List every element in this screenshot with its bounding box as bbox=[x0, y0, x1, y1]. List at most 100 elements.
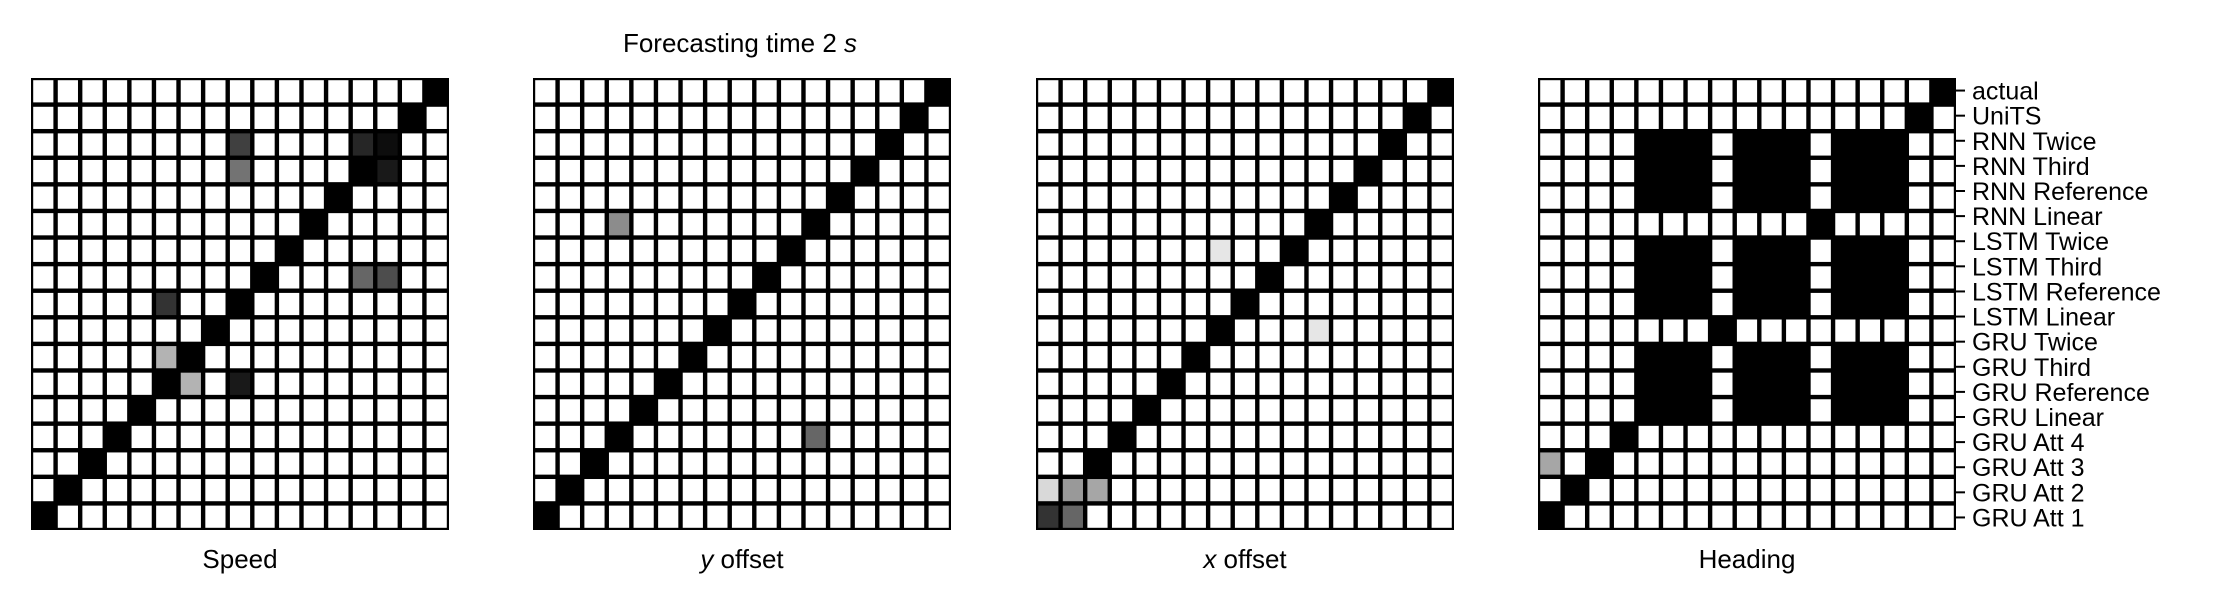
heatmap-cell bbox=[1234, 106, 1256, 129]
heatmap-cell bbox=[1933, 106, 1954, 129]
heatmap-cell bbox=[328, 239, 349, 262]
heatmap-cell bbox=[830, 425, 851, 449]
heatmap-cell bbox=[205, 80, 226, 103]
heatmap-cell bbox=[279, 399, 300, 422]
heatmap-cell bbox=[1308, 239, 1329, 262]
heatmap-cell bbox=[57, 505, 78, 528]
heatmap-cell bbox=[402, 346, 423, 369]
heatmap-cell bbox=[1540, 452, 1561, 475]
heatmap-cell bbox=[1087, 505, 1108, 528]
heatmap-cell bbox=[254, 372, 275, 395]
heatmap-cell bbox=[229, 346, 251, 369]
heatmap-cell bbox=[658, 186, 679, 209]
heatmap-cell bbox=[805, 133, 826, 156]
heatmap-cell bbox=[1540, 346, 1561, 369]
heatmap-cell bbox=[1431, 266, 1452, 289]
heatmap-cell bbox=[1712, 292, 1733, 316]
heatmap-cell bbox=[1038, 159, 1059, 183]
heatmap-cell bbox=[1308, 372, 1329, 395]
y-tick-label: GRU Att 1 bbox=[1972, 504, 2085, 532]
heatmap-cell bbox=[352, 346, 374, 369]
heatmap-cell bbox=[1712, 213, 1733, 236]
heatmap-cell bbox=[1407, 266, 1428, 289]
heatmap-cell bbox=[1909, 213, 1930, 236]
heatmap-cell bbox=[928, 346, 949, 369]
heatmap-cell bbox=[805, 346, 826, 369]
heatmap-cell bbox=[303, 239, 324, 262]
heatmap-cell bbox=[352, 266, 374, 289]
heatmap-cell bbox=[682, 292, 703, 316]
heatmap-cell bbox=[781, 479, 802, 502]
heatmap-cell bbox=[1407, 159, 1428, 183]
heatmap-cell bbox=[352, 372, 374, 395]
heatmap-cell bbox=[377, 346, 398, 369]
heatmap-cell bbox=[1613, 133, 1635, 156]
heatmap-cell bbox=[658, 213, 679, 236]
heatmap-cell bbox=[658, 133, 679, 156]
heatmap-cell bbox=[1382, 505, 1403, 528]
heatmap-cell bbox=[402, 479, 423, 502]
heatmap-cell bbox=[1687, 106, 1708, 129]
heatmap-cell bbox=[633, 479, 654, 502]
heatmap-cell bbox=[781, 266, 802, 289]
heatmap-cell bbox=[756, 186, 777, 209]
heatmap-cell bbox=[928, 479, 949, 502]
heatmap-cell bbox=[328, 399, 349, 422]
x-axis-label-part: Speed bbox=[202, 544, 277, 574]
heatmap-cell bbox=[57, 452, 78, 475]
heatmap-cell bbox=[1308, 452, 1329, 475]
heatmap-cell bbox=[879, 452, 900, 475]
heatmap-cell bbox=[1382, 292, 1403, 316]
heatmap-cell bbox=[1333, 452, 1354, 475]
heatmap-cell bbox=[1884, 425, 1905, 449]
heatmap-cell bbox=[1786, 319, 1807, 342]
heatmap-cell bbox=[1284, 159, 1305, 183]
heatmap-cell bbox=[584, 133, 605, 156]
heatmap-cell bbox=[1161, 319, 1182, 342]
heatmap-cell bbox=[377, 479, 398, 502]
heatmap-cell bbox=[82, 399, 103, 422]
heatmap-cell bbox=[535, 425, 556, 449]
heatmap-cell bbox=[608, 159, 630, 183]
heatmap-cell bbox=[303, 186, 324, 209]
heatmap-cell bbox=[756, 292, 777, 316]
heatmap-cell bbox=[584, 80, 605, 103]
heatmap-cell bbox=[1087, 425, 1108, 449]
heatmap-cell bbox=[1284, 186, 1305, 209]
heatmap-cell bbox=[1909, 80, 1930, 103]
heatmap-cell bbox=[1234, 479, 1256, 502]
heatmap-cell bbox=[1038, 106, 1059, 129]
heatmap-cell bbox=[1308, 319, 1329, 342]
heatmap-cell bbox=[1933, 372, 1954, 395]
heatmap-cell bbox=[1136, 266, 1157, 289]
heatmap-cell bbox=[1786, 505, 1807, 528]
y-tick-label: GRU Att 3 bbox=[1972, 454, 2085, 482]
heatmap-cell bbox=[535, 346, 556, 369]
heatmap-cell bbox=[229, 213, 251, 236]
x-axis-label: x offset bbox=[1201, 544, 1287, 574]
heatmap-cell bbox=[1613, 399, 1635, 422]
heatmap-cell bbox=[402, 159, 423, 183]
heatmap-cell bbox=[1333, 213, 1354, 236]
heatmap-cell bbox=[1589, 372, 1610, 395]
heatmap-cell bbox=[928, 106, 949, 129]
heatmap-cell bbox=[805, 159, 826, 183]
heatmap-cell bbox=[879, 186, 900, 209]
heatmap-cell bbox=[1185, 133, 1206, 156]
heatmap-cell bbox=[707, 452, 728, 475]
heatmap-cell bbox=[131, 505, 152, 528]
heatmap-cell bbox=[1933, 186, 1954, 209]
heatmap-cell bbox=[904, 452, 925, 475]
heatmap-cell bbox=[535, 266, 556, 289]
heatmap-cell bbox=[1259, 425, 1280, 449]
heatmap-cell bbox=[1687, 425, 1708, 449]
heatmap-cell bbox=[328, 292, 349, 316]
heatmap-cell bbox=[1357, 425, 1379, 449]
heatmap-cell bbox=[33, 319, 54, 342]
heatmap-cell bbox=[106, 213, 128, 236]
heatmap-cell bbox=[1357, 372, 1379, 395]
heatmap-cell bbox=[180, 292, 201, 316]
heatmap-cell bbox=[1540, 239, 1561, 262]
heatmap-cell bbox=[1810, 239, 1831, 262]
heatmap-cell bbox=[106, 239, 128, 262]
